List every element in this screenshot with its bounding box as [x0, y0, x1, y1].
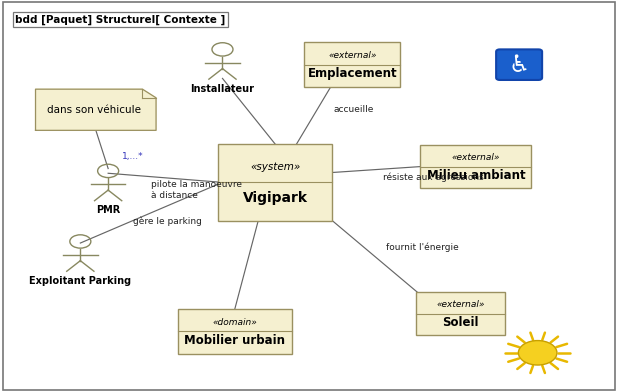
FancyBboxPatch shape — [3, 2, 615, 390]
Text: Exploitant Parking: Exploitant Parking — [29, 276, 132, 286]
Text: Mobilier urbain: Mobilier urbain — [184, 334, 286, 347]
Text: gère le parking: gère le parking — [133, 217, 201, 226]
FancyBboxPatch shape — [496, 49, 542, 80]
Text: 1,...*: 1,...* — [122, 152, 143, 161]
Text: «external»: «external» — [328, 51, 376, 60]
Text: dans son véhicule: dans son véhicule — [48, 105, 142, 115]
FancyBboxPatch shape — [304, 42, 400, 87]
Text: Emplacement: Emplacement — [307, 67, 397, 80]
FancyBboxPatch shape — [218, 144, 332, 220]
Text: bdd [Paquet] Structurel[ Contexte ]: bdd [Paquet] Structurel[ Contexte ] — [15, 15, 226, 25]
FancyBboxPatch shape — [420, 145, 531, 188]
Text: pilote la manoeuvre
à distance: pilote la manoeuvre à distance — [151, 180, 242, 200]
Text: «external»: «external» — [452, 154, 500, 162]
Text: ♿: ♿ — [509, 53, 530, 77]
Text: Milieu ambiant: Milieu ambiant — [426, 169, 525, 182]
Text: «domain»: «domain» — [213, 318, 257, 327]
Text: accueille: accueille — [334, 105, 374, 114]
FancyBboxPatch shape — [416, 292, 506, 335]
Text: résiste aux agressions: résiste aux agressions — [383, 172, 484, 182]
Text: fournit l'énergie: fournit l'énergie — [386, 242, 459, 252]
Text: «external»: «external» — [436, 301, 485, 309]
Text: PMR: PMR — [96, 205, 121, 216]
Circle shape — [519, 341, 557, 365]
Text: «system»: «system» — [250, 162, 300, 172]
Text: Soleil: Soleil — [442, 316, 479, 329]
Polygon shape — [35, 89, 156, 131]
Text: Vigipark: Vigipark — [242, 191, 308, 205]
FancyBboxPatch shape — [178, 309, 292, 354]
Text: Installateur: Installateur — [190, 84, 255, 94]
